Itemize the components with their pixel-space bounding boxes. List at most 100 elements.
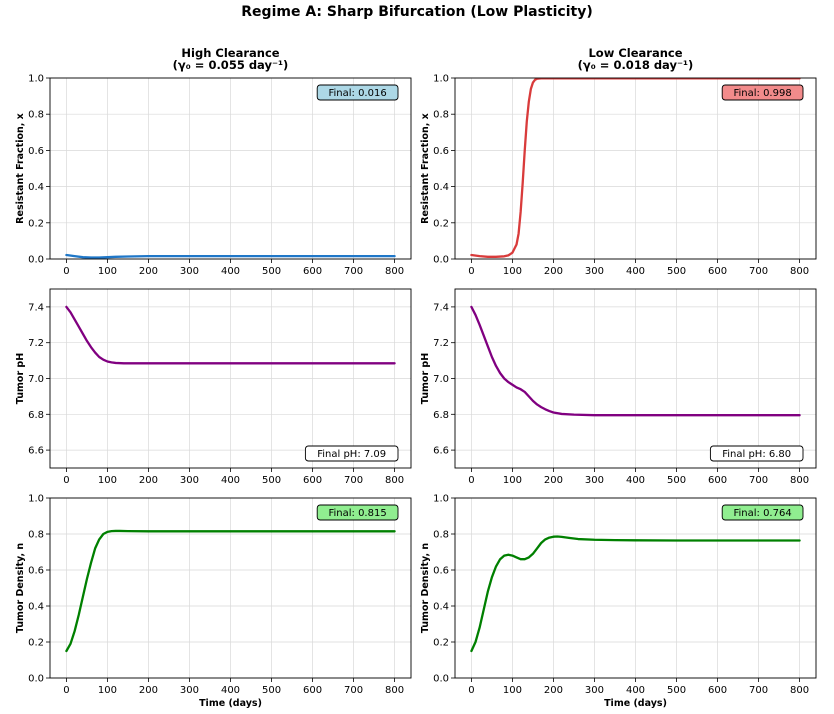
y-tick-label: 0.8: [28, 110, 44, 121]
y-axis-label: Tumor Density, n: [15, 543, 26, 634]
x-tick-label: 700: [344, 266, 363, 277]
y-tick-label: 0.4: [28, 602, 44, 613]
axes-frame: [49, 288, 412, 469]
x-tick-label: 400: [221, 475, 240, 486]
x-tick-label: 0: [468, 685, 474, 696]
x-tick-label: 700: [749, 266, 768, 277]
x-tick-label: 0: [63, 475, 69, 486]
y-tick-label: 0.6: [28, 566, 44, 577]
y-tick-label: 0.8: [28, 530, 44, 541]
annotation-box: [709, 445, 804, 462]
x-tick-label: 400: [626, 475, 645, 486]
series-line-n: [470, 535, 801, 653]
panel-title: Low Clearance: [588, 46, 682, 60]
panel-title: High Clearance: [181, 46, 279, 60]
y-tick-label: 0.0: [28, 674, 44, 685]
y-tick-label: 0.0: [433, 674, 449, 685]
y-tick-label: 1.0: [433, 74, 449, 85]
panel-title: (γ₀ = 0.055 day⁻¹): [173, 58, 289, 72]
x-tick-label: 600: [303, 475, 322, 486]
x-tick-label: 200: [544, 685, 563, 696]
y-tick-label: 7.4: [433, 302, 449, 313]
x-tick-label: 300: [585, 685, 604, 696]
x-tick-label: 700: [749, 685, 768, 696]
annotation-box: [721, 84, 804, 101]
x-tick-label: 500: [262, 475, 281, 486]
x-tick-label: 100: [503, 475, 522, 486]
y-tick-label: 0.2: [28, 638, 44, 649]
y-tick-label: 7.0: [433, 374, 449, 385]
x-tick-label: 500: [667, 475, 686, 486]
x-tick-label: 100: [98, 475, 117, 486]
annotation-text: Final pH: 6.80: [722, 449, 791, 460]
y-axis-label: Tumor pH: [420, 353, 431, 404]
y-tick-label: 0.0: [28, 255, 44, 266]
figure-suptitle: Regime A: Sharp Bifurcation (Low Plastic…: [241, 4, 592, 20]
y-tick-label: 7.4: [28, 302, 44, 313]
panel-p4: 0 100 200 300 400 500 600 700 800 6.6 6.8 7.0 7.2 7.4…: [420, 288, 817, 486]
y-tick-label: 0.2: [28, 218, 44, 229]
x-tick-label: 600: [708, 475, 727, 486]
x-tick-label: 800: [790, 266, 809, 277]
panel-p6: 0 100 200 300 400 500 600 700 800 0.0 0.2 0.4 0.6 0.8…: [420, 494, 817, 709]
x-tick-label: 0: [63, 266, 69, 277]
y-tick-label: 0.4: [28, 182, 44, 193]
y-tick-label: 6.8: [433, 410, 449, 421]
panels: 0 100 200 300 400 500 600 700 800 0.0 0.2 0.4 0.6 0.8…: [15, 46, 817, 709]
axes-frame: [49, 497, 412, 679]
x-tick-label: 0: [468, 475, 474, 486]
y-tick-label: 6.8: [28, 410, 44, 421]
x-tick-label: 0: [63, 685, 69, 696]
x-tick-label: 400: [626, 266, 645, 277]
x-tick-label: 600: [708, 266, 727, 277]
axes-frame: [49, 77, 412, 260]
x-tick-label: 300: [585, 266, 604, 277]
x-tick-label: 200: [139, 266, 158, 277]
annotation-text: Final: 0.815: [328, 508, 386, 519]
x-tick-label: 500: [262, 266, 281, 277]
annotation-box: [316, 84, 399, 101]
x-tick-label: 700: [344, 685, 363, 696]
x-tick-label: 100: [98, 266, 117, 277]
y-tick-label: 7.2: [433, 338, 449, 349]
annotation-box: [304, 445, 399, 462]
x-tick-label: 300: [180, 266, 199, 277]
x-tick-label: 700: [749, 475, 768, 486]
annotation-text: Final: 0.764: [733, 508, 791, 519]
x-tick-label: 200: [544, 475, 563, 486]
annotation-text: Final: 0.016: [328, 88, 386, 99]
y-tick-label: 0.0: [433, 255, 449, 266]
x-tick-label: 200: [544, 266, 563, 277]
x-tick-label: 300: [585, 475, 604, 486]
annotation-text: Final pH: 7.09: [317, 449, 386, 460]
y-tick-label: 0.2: [433, 638, 449, 649]
panel-p1: 0 100 200 300 400 500 600 700 800 0.0 0.2 0.4 0.6 0.8…: [15, 46, 412, 277]
x-tick-label: 800: [790, 685, 809, 696]
x-tick-label: 100: [98, 685, 117, 696]
y-tick-label: 0.6: [28, 146, 44, 157]
panel-p5: 0 100 200 300 400 500 600 700 800 0.0 0.2 0.4 0.6 0.8…: [15, 494, 412, 709]
y-axis-label: Tumor pH: [15, 353, 26, 404]
x-tick-label: 800: [385, 266, 404, 277]
panel-p2: 0 100 200 300 400 500 600 700 800 0.0 0.2 0.4 0.6 0.8…: [420, 46, 817, 277]
y-tick-label: 0.4: [433, 602, 449, 613]
y-tick-label: 0.6: [433, 566, 449, 577]
x-tick-label: 700: [344, 475, 363, 486]
y-tick-label: 0.8: [433, 110, 449, 121]
x-tick-label: 800: [385, 685, 404, 696]
axes-frame: [454, 77, 817, 260]
annotation-box: [721, 504, 804, 521]
y-tick-label: 1.0: [433, 494, 449, 505]
x-tick-label: 200: [139, 475, 158, 486]
y-tick-label: 0.2: [433, 218, 449, 229]
panel-title: (γ₀ = 0.018 day⁻¹): [578, 58, 694, 72]
y-axis-label: Resistant Fraction, x: [420, 113, 431, 224]
x-tick-label: 0: [468, 266, 474, 277]
x-tick-label: 500: [262, 685, 281, 696]
x-tick-label: 300: [180, 475, 199, 486]
axes-frame: [454, 497, 817, 679]
x-tick-label: 200: [139, 685, 158, 696]
y-axis-label: Resistant Fraction, x: [15, 113, 26, 224]
y-tick-label: 7.0: [28, 374, 44, 385]
